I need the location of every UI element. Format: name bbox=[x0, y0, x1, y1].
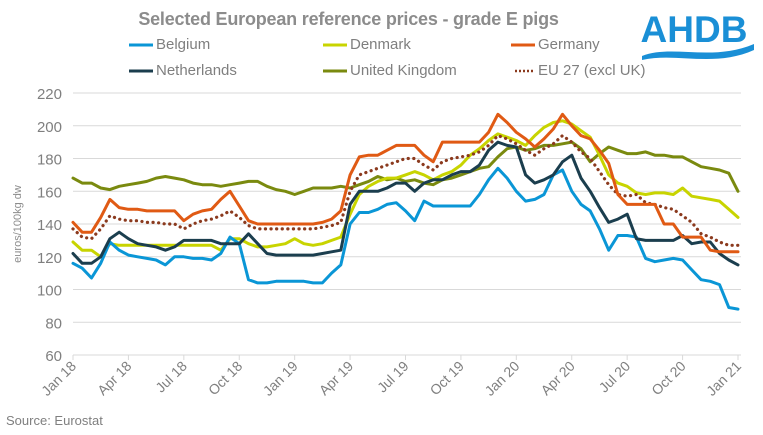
y-tick-label: 220 bbox=[37, 86, 62, 103]
series-line-germany bbox=[71, 112, 740, 254]
x-tick-label: Jul 18 bbox=[152, 358, 190, 396]
x-tick-label: Oct 19 bbox=[427, 358, 468, 399]
legend-item: United Kingdom bbox=[322, 62, 457, 79]
series-line-netherlands bbox=[71, 140, 740, 267]
y-tick-label: 140 bbox=[37, 217, 62, 234]
x-tick-label: Apr 19 bbox=[316, 358, 357, 399]
legend-label: Germany bbox=[538, 36, 600, 53]
y-tick-label: 120 bbox=[37, 250, 62, 267]
series-line-belgium bbox=[71, 166, 740, 311]
x-tick-label: Jan 20 bbox=[481, 358, 522, 399]
x-tick-label: Jan 21 bbox=[703, 358, 744, 399]
legend-label: Netherlands bbox=[156, 62, 237, 79]
ahdb-logo-wave bbox=[642, 44, 754, 60]
legend-swatch bbox=[129, 69, 153, 72]
series-line-united-kingdom bbox=[71, 140, 740, 196]
ahdb-logo-text: AHDB bbox=[641, 9, 748, 50]
series-line-eu-27-excl-uk bbox=[71, 134, 740, 247]
legend-item: EU 27 (excl UK) bbox=[510, 62, 646, 79]
x-tick-label: Apr 20 bbox=[537, 358, 578, 399]
legend-swatch bbox=[515, 69, 535, 72]
legend-swatch bbox=[323, 43, 347, 46]
legend-item: Denmark bbox=[322, 36, 411, 53]
y-tick-label: 180 bbox=[37, 152, 62, 169]
legend-item: Netherlands bbox=[128, 62, 237, 79]
y-tick-label: 100 bbox=[37, 283, 62, 300]
x-tick-label: Apr 18 bbox=[94, 358, 135, 399]
x-tick-label: Jan 19 bbox=[260, 358, 301, 399]
legend-label: Belgium bbox=[156, 36, 211, 53]
chart-title: Selected European reference prices - gra… bbox=[138, 9, 559, 29]
legend-label: United Kingdom bbox=[350, 62, 457, 79]
x-tick-label: Oct 18 bbox=[205, 358, 246, 399]
legend-label: EU 27 (excl UK) bbox=[538, 62, 646, 79]
legend-item: Germany bbox=[510, 36, 600, 53]
legend-swatch bbox=[129, 43, 153, 46]
legend-swatch bbox=[323, 69, 347, 72]
legend-label: Denmark bbox=[350, 36, 411, 53]
ahdb-logo-mark: AHDB bbox=[641, 9, 754, 60]
chart-legend: Belgium Denmark Germany Netherlands United K… bbox=[0, 0, 763, 95]
legend-swatch bbox=[511, 43, 535, 46]
legend-item: Belgium bbox=[128, 36, 210, 53]
y-tick-label: 60 bbox=[45, 348, 62, 365]
ahdb-logo: AHDB bbox=[632, 6, 756, 64]
y-axis-label: euros/100kg dw bbox=[12, 185, 24, 263]
x-tick-label: Jul 20 bbox=[596, 358, 634, 396]
x-tick-label: Oct 20 bbox=[648, 358, 689, 399]
y-tick-label: 160 bbox=[37, 184, 62, 201]
series-line-denmark bbox=[71, 119, 740, 259]
x-tick-label: Jul 19 bbox=[374, 358, 412, 396]
y-tick-label: 200 bbox=[37, 119, 62, 136]
y-tick-label: 80 bbox=[45, 315, 62, 332]
source-note: Source: Eurostat bbox=[6, 413, 103, 428]
